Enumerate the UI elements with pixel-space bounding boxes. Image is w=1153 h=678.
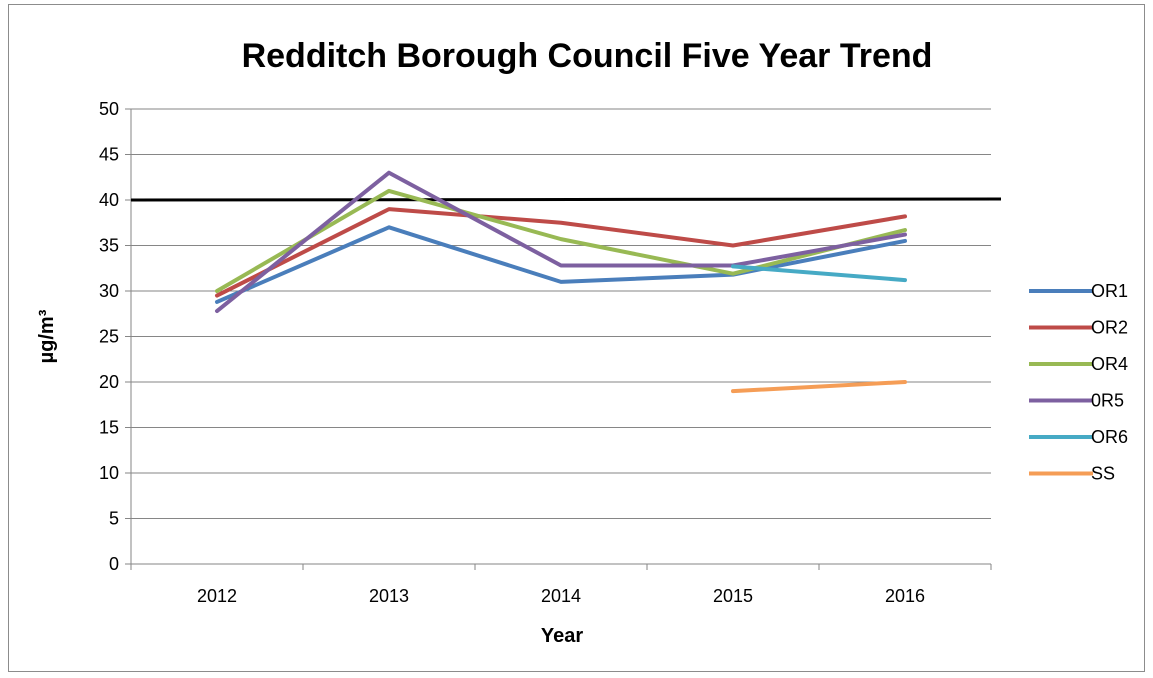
legend: OR1 OR2 OR4 0R5 OR6 SS: [1029, 281, 1128, 484]
y-tick-label-50: 50: [99, 99, 119, 119]
y-tick-label-20: 20: [99, 372, 119, 392]
y-tick-labels: 0 5 10 15 20 25 30 35 40 45 50: [99, 99, 119, 574]
y-tick-label-35: 35: [99, 236, 119, 256]
legend-label-ss: SS: [1091, 464, 1115, 484]
x-tick-label-2012: 2012: [197, 586, 237, 606]
legend-label-or4: OR4: [1091, 354, 1128, 374]
series-line-ss: [731, 380, 907, 394]
legend-label-or1: OR1: [1091, 281, 1128, 301]
reference-line-layer: [130, 197, 1002, 202]
y-tick-label-40: 40: [99, 190, 119, 210]
x-tick-label-2013: 2013: [369, 586, 409, 606]
gridlines: [131, 108, 991, 519]
axes: [125, 108, 992, 570]
series-line-or6: [731, 264, 907, 283]
chart-title: Redditch Borough Council Five Year Trend: [242, 37, 933, 75]
line-chart: Redditch Borough Council Five Year Trend…: [36, 37, 1128, 647]
x-tick-label-2016: 2016: [885, 586, 925, 606]
y-tick-label-30: 30: [99, 281, 119, 301]
x-axis-title: Year: [541, 625, 583, 647]
y-tick-label-25: 25: [99, 327, 119, 347]
legend-label-0r5: 0R5: [1091, 391, 1124, 411]
legend-label-or6: OR6: [1091, 427, 1128, 447]
x-tick-label-2014: 2014: [541, 586, 581, 606]
reference-line: [130, 197, 1002, 202]
y-tick-label-45: 45: [99, 145, 119, 165]
y-tick-label-15: 15: [99, 418, 119, 438]
series-line-or4: [215, 188, 907, 293]
x-tick-label-2015: 2015: [713, 586, 753, 606]
x-tick-labels: 2012 2013 2014 2015 2016: [197, 586, 925, 606]
y-axis-title: µg/m³: [36, 309, 58, 363]
chart-frame: Redditch Borough Council Five Year Trend…: [8, 4, 1145, 672]
y-tick-label-5: 5: [109, 509, 119, 529]
y-tick-label-0: 0: [109, 554, 119, 574]
y-tick-label-10: 10: [99, 463, 119, 483]
legend-label-or2: OR2: [1091, 318, 1128, 338]
series-layer: [215, 170, 907, 394]
